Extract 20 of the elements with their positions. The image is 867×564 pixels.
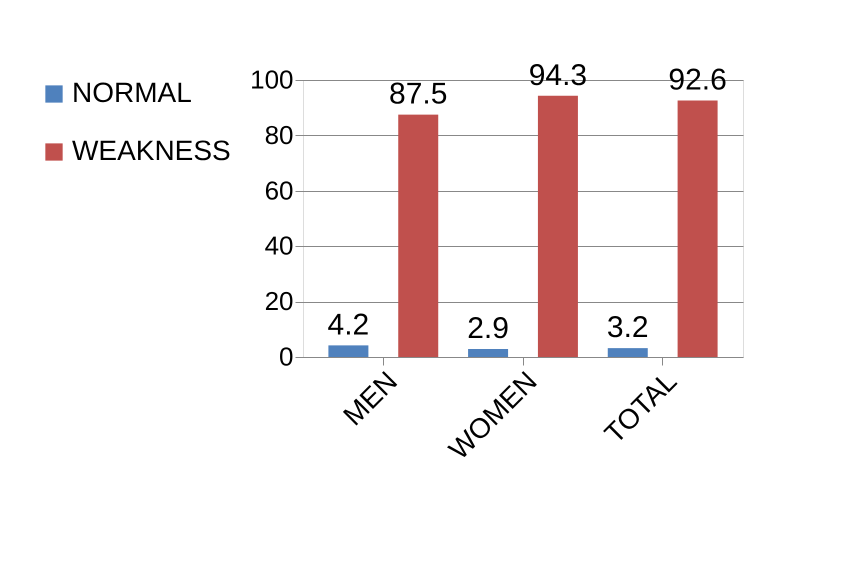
bar — [398, 114, 438, 357]
y-tick-label: 80 — [264, 120, 294, 150]
data-label: 3.2 — [606, 311, 649, 344]
bar — [678, 100, 718, 357]
y-tick-label: 20 — [264, 286, 294, 316]
legend-label: WEAKNESS — [72, 135, 231, 166]
y-tick-label: 100 — [250, 64, 294, 94]
data-label: 92.6 — [668, 64, 727, 96]
data-label: 87.5 — [389, 78, 448, 111]
legend-label: NORMAL — [72, 77, 192, 108]
bar — [468, 348, 508, 357]
data-label: 4.2 — [328, 308, 370, 342]
bar — [328, 345, 368, 357]
bar — [608, 348, 648, 357]
data-label: 2.9 — [467, 312, 509, 345]
y-tick-label: 40 — [264, 230, 294, 261]
bar — [538, 96, 578, 357]
y-tick-label: 0 — [279, 342, 294, 372]
y-tick-label: 60 — [264, 175, 294, 206]
data-label: 94.3 — [528, 58, 588, 92]
